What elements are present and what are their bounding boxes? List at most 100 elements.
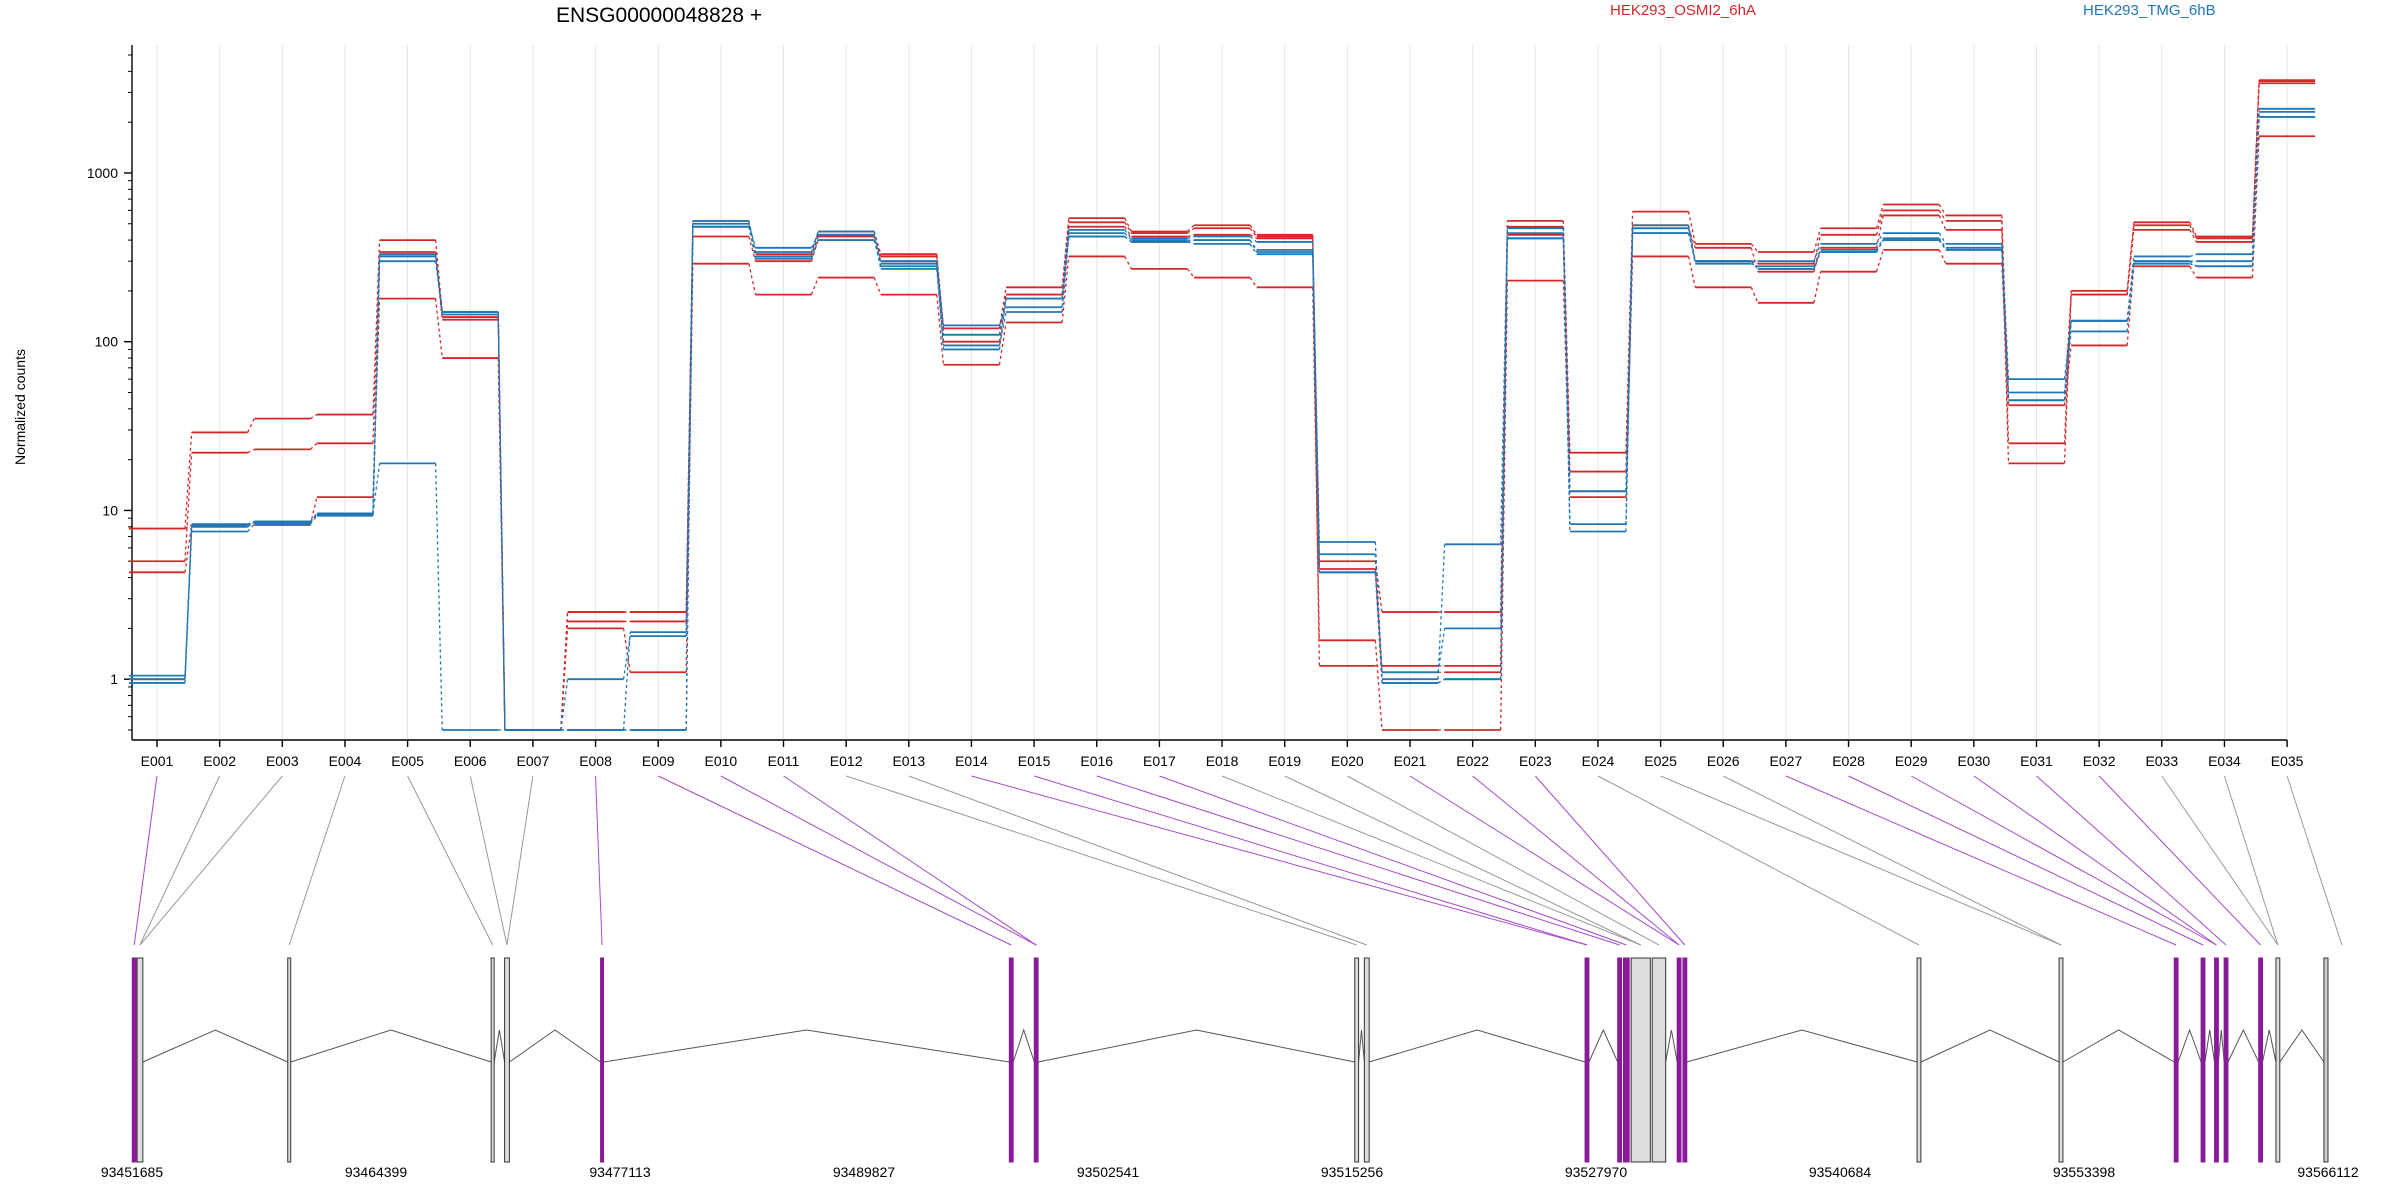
connector-E010 [720, 775, 1037, 946]
series-8-transition [1500, 238, 1508, 680]
series-3-transition [2189, 265, 2198, 278]
x-tick-label-E019: E019 [1268, 753, 1301, 769]
series-6-transition [560, 679, 569, 731]
exon-23 [2223, 957, 2229, 1163]
genomic-tick-label: 93477113 [589, 1164, 650, 1180]
exon-4 [490, 957, 495, 1163]
series-3-transition [748, 263, 757, 295]
x-tick-label-E017: E017 [1143, 753, 1176, 769]
x-tick-label-E002: E002 [203, 753, 236, 769]
connector-E007 [506, 775, 534, 946]
y-axis: 1 10 100 1000 [87, 45, 133, 740]
connector-E032 [2098, 775, 2261, 946]
gridlines [156, 45, 2288, 740]
series-8-transition [434, 463, 443, 731]
exon-25 [2275, 957, 2281, 1163]
connector-E008 [595, 775, 603, 946]
intron [2262, 1029, 2277, 1063]
connector-E025 [1660, 775, 2062, 946]
series-1-transition [1938, 204, 1947, 216]
series-4-transition [1813, 234, 1822, 264]
connector-E011 [783, 775, 1037, 946]
connector-E021 [1409, 775, 1680, 946]
intron [1358, 1029, 1365, 1063]
series-2-transition [372, 251, 381, 444]
series-8-transition [936, 268, 945, 350]
series-3-transition [1249, 277, 1258, 288]
exon-21 [2200, 957, 2206, 1163]
series-6-transition [622, 636, 631, 680]
series-8-transition [1312, 252, 1320, 573]
x-tick-label-E004: E004 [329, 753, 362, 769]
series-2-transition [810, 239, 819, 262]
exon-9 [1354, 957, 1360, 1163]
x-tick-label-E012: E012 [830, 753, 863, 769]
series-7-transition [1312, 254, 1320, 573]
series-3-transition [1186, 268, 1195, 278]
series-8-transition [1124, 236, 1132, 243]
connector-E017 [1159, 775, 1627, 946]
series-6-transition [434, 254, 443, 313]
connector-E009 [657, 775, 1012, 946]
series-8-transition [309, 513, 318, 522]
genomic-tick-label: 93515256 [1321, 1164, 1384, 1180]
series-5-transition [309, 515, 318, 525]
series-8-transition [1625, 233, 1634, 492]
exon-11 [1584, 957, 1590, 1163]
series-4-transition [1938, 210, 1947, 222]
exon-3 [287, 957, 292, 1163]
series-7-transition [247, 520, 255, 525]
series-8-transition [2063, 320, 2072, 401]
x-axis: E001 E002 E003 E004 E005 E006 E007 E008 E009 E010… [132, 739, 2304, 769]
series-8-transition [1562, 238, 1571, 492]
connector-E019 [1284, 775, 1641, 946]
x-tick-label-E027: E027 [1770, 753, 1803, 769]
series-3-transition [998, 322, 1007, 365]
series-8-transition [2126, 261, 2135, 321]
series-3-transition [873, 277, 882, 295]
exon-15 [1651, 957, 1667, 1163]
series-8-transition [1938, 239, 1947, 251]
connector-E026 [1723, 775, 2062, 946]
series-7-transition [1249, 243, 1258, 255]
series-3-transition [1124, 256, 1132, 270]
x-tick-label-E022: E022 [1456, 753, 1489, 769]
series-2-transition [309, 442, 318, 450]
series-2-transition [748, 236, 757, 262]
series-3-transition [810, 277, 819, 295]
series-3-transition [1061, 256, 1070, 323]
intron [1038, 1029, 1355, 1063]
exon-17 [1682, 957, 1688, 1163]
legend-group-osmi2: HEK293_OSMI2_6hA [1610, 2, 1756, 19]
series-3-transition [184, 524, 193, 573]
intron [290, 1029, 492, 1063]
series-8-transition [1061, 236, 1070, 299]
exon-2 [136, 957, 144, 1163]
series-2-transition [1124, 226, 1132, 237]
series-1-transition [1813, 228, 1822, 253]
series-1-transition [1374, 561, 1383, 613]
series-6-transition [1751, 263, 1759, 267]
series-4-transition [1187, 227, 1195, 234]
x-tick-label-E023: E023 [1519, 753, 1552, 769]
series-7-transition [372, 256, 381, 514]
connector-E014 [971, 775, 1588, 946]
series-5-transition [998, 298, 1007, 335]
genomic-tick-label: 93489827 [833, 1164, 896, 1180]
series-2-transition [1938, 215, 1947, 231]
connector-E012 [845, 775, 1357, 946]
series-1-transition [873, 231, 882, 255]
series-1-transition [1249, 224, 1258, 236]
series-6-transition [1938, 237, 1947, 249]
exon-19 [2058, 957, 2064, 1163]
connector-E003 [139, 775, 283, 946]
series-7-transition [936, 266, 945, 346]
exon-5 [504, 957, 510, 1163]
intron [1588, 1028, 1619, 1063]
series-4-transition [1061, 222, 1070, 295]
intron [2177, 1028, 2202, 1063]
series-4-transition [2251, 80, 2260, 239]
exon-1 [131, 957, 137, 1163]
x-tick-label-E028: E028 [1832, 753, 1865, 769]
